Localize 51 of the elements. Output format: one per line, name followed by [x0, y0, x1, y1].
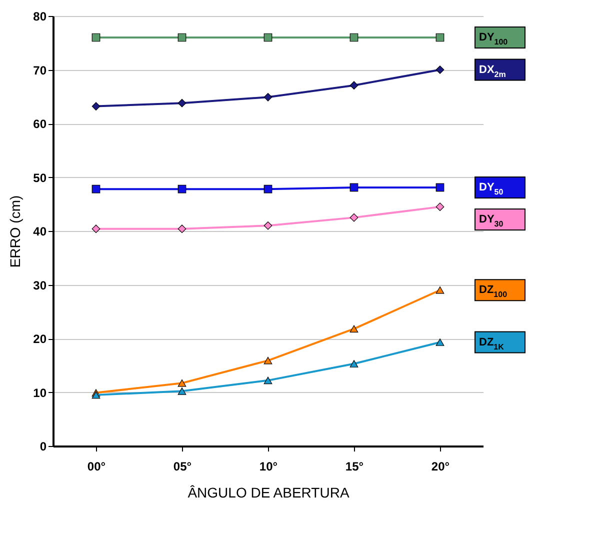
point: [350, 33, 358, 42]
point: [178, 388, 186, 395]
text: DY$_{100}$: [479, 32, 508, 46]
y-tick-label: 0: [40, 440, 47, 454]
point: [178, 379, 186, 387]
point: [264, 221, 272, 230]
point: [350, 183, 358, 192]
x-axis-title: ÂNGULO DE ABERTURA: [188, 484, 350, 500]
text: DZ$_{1K}$: [479, 336, 504, 352]
point: [92, 184, 100, 194]
x-tick-label: 15°: [345, 460, 364, 474]
x-tick-label: 20°: [431, 460, 450, 474]
y-tick-label: 60: [33, 117, 47, 131]
point: [436, 66, 444, 74]
point: [178, 224, 186, 234]
point: [350, 360, 358, 368]
point: [436, 338, 444, 346]
point: [92, 391, 100, 399]
y-tick-label: 10: [33, 386, 47, 400]
text: DY$_{30}$: [479, 213, 504, 228]
y-tick-label: 80: [33, 10, 47, 24]
text: DZ$_{100}$: [479, 284, 508, 300]
point: [92, 102, 100, 110]
y-tick-label: 40: [33, 224, 47, 238]
point: [178, 98, 186, 108]
point: [350, 213, 358, 222]
point: [178, 184, 186, 194]
y-tick-label: 70: [33, 63, 47, 78]
point: [264, 33, 272, 42]
point: [350, 325, 358, 332]
point: [264, 376, 272, 384]
y-axis-title: ERRO (cm): [7, 195, 24, 268]
point: [436, 33, 444, 42]
y-tick-label: 30: [33, 278, 47, 292]
point: [436, 183, 444, 192]
point: [92, 33, 100, 42]
x-tick-label: 05°: [173, 460, 192, 474]
point: [178, 33, 186, 42]
point: [436, 286, 444, 294]
point: [264, 184, 272, 194]
point: [92, 224, 100, 234]
text: DY$_{50}$: [479, 181, 504, 196]
point: [264, 92, 272, 102]
y-tick-label: 20: [33, 332, 47, 346]
x-tick-label: 10°: [259, 460, 278, 474]
point: [436, 202, 444, 211]
text: DX$_{2m}$: [479, 64, 506, 79]
y-tick-label: 50: [33, 170, 47, 185]
point: [350, 81, 358, 90]
point: [264, 356, 272, 364]
x-tick-label: 00°: [87, 460, 106, 474]
